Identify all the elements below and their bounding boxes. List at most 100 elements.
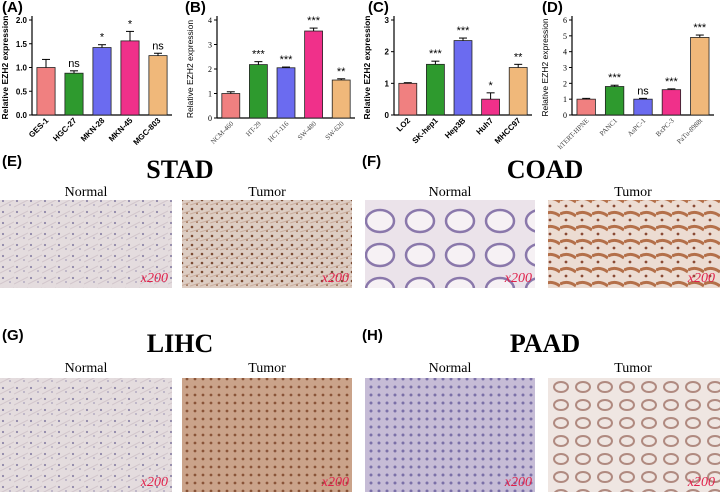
x-tick-label: HT-29	[244, 119, 263, 138]
error-bar	[610, 84, 619, 87]
y-tick-label: 1	[208, 90, 212, 99]
magnification: x200	[321, 475, 349, 490]
image-paad-normal	[365, 378, 535, 492]
bar	[36, 67, 56, 116]
magnification: x200	[504, 475, 532, 490]
panel-label: (C)	[368, 0, 389, 16]
y-tick-label: 0.0	[16, 111, 28, 120]
panel-title: STAD	[146, 155, 213, 184]
y-tick-label: 4	[208, 16, 212, 25]
significance-label: ***	[429, 48, 443, 60]
bar	[508, 67, 528, 116]
x-tick-label: LO2	[395, 116, 413, 134]
x-tick-label: GES-1	[27, 116, 51, 140]
error-bar	[431, 60, 440, 65]
panel-label: (E)	[2, 153, 22, 170]
x-tick-label: BxPC-3	[654, 116, 676, 138]
y-tick-label: 2	[563, 79, 567, 88]
significance-label: **	[337, 66, 346, 78]
image-stad-tumor	[182, 200, 352, 288]
x-tick-label: PaTu-8988t	[675, 117, 704, 146]
y-tick-label: 1.0	[16, 64, 28, 73]
x-tick-label: SW-480	[296, 119, 318, 141]
y-tick-label: 0	[563, 111, 567, 120]
image-label: Tumor	[248, 185, 286, 200]
y-tick-label: 0	[208, 114, 212, 123]
magnification: x200	[140, 271, 168, 286]
y-tick-label: 1	[563, 95, 567, 104]
significance-label: ns	[68, 58, 80, 70]
bar	[661, 89, 682, 116]
significance-label: ***	[693, 22, 707, 34]
significance-label: ***	[252, 49, 266, 61]
error-bar	[667, 88, 676, 90]
image-label: Tumor	[614, 361, 652, 376]
error-bar	[42, 58, 50, 68]
panel-title: PAAD	[510, 329, 580, 358]
y-tick-label: 3	[208, 41, 212, 50]
panel-title: COAD	[507, 155, 584, 184]
bar	[120, 40, 140, 116]
bar	[426, 63, 445, 116]
significance-label: *	[128, 18, 133, 30]
x-tick-label: hTERT-HPNE	[556, 117, 590, 151]
bar	[276, 67, 296, 119]
bar	[604, 86, 625, 116]
histology-images	[0, 200, 720, 492]
bar	[398, 82, 418, 116]
y-axis-label: Relative EZH2 expression	[185, 20, 195, 119]
y-tick-label: 2	[208, 65, 212, 74]
x-tick-label: MKN-45	[107, 116, 135, 144]
y-tick-label: 5	[563, 32, 567, 41]
y-tick-label: 0	[385, 111, 390, 120]
x-tick-label: SK-hep1	[411, 116, 441, 146]
error-bar	[254, 61, 263, 65]
x-tick-label: PANC1	[598, 116, 619, 137]
panel-title: LIHC	[147, 329, 213, 358]
magnification: x200	[687, 475, 715, 490]
significance-label: ***	[665, 76, 679, 88]
magnification: x200	[687, 271, 715, 286]
image-label: Normal	[429, 185, 472, 200]
bar	[331, 79, 351, 119]
error-bar	[309, 27, 318, 32]
image-coad-tumor	[548, 200, 720, 288]
x-tick-label: Hep3B	[443, 116, 467, 140]
error-bar	[154, 52, 162, 56]
error-bar	[486, 92, 495, 100]
image-label: Normal	[429, 361, 472, 376]
image-coad-normal	[365, 200, 535, 288]
y-tick-label: 3	[563, 64, 567, 73]
y-tick-label: 3	[385, 16, 390, 25]
panel-label: (B)	[185, 0, 206, 16]
image-label: Tumor	[614, 185, 652, 200]
panel-label: (F)	[362, 153, 381, 170]
bar	[576, 98, 596, 116]
significance-label: *	[100, 32, 105, 44]
magnification: x200	[504, 271, 532, 286]
error-bar	[282, 66, 290, 68]
image-lihc-tumor	[182, 378, 352, 492]
image-stad-normal	[0, 200, 172, 288]
x-tick-label: HGC-27	[51, 116, 78, 143]
image-label: Tumor	[248, 361, 286, 376]
significance-label: ***	[608, 72, 622, 84]
x-tick-label: SW-620	[324, 119, 346, 141]
significance-label: *	[488, 80, 493, 92]
magnification: x200	[140, 475, 168, 490]
error-bar	[98, 44, 106, 48]
significance-label: ns	[637, 85, 649, 97]
error-bar	[337, 78, 346, 81]
x-tick-label: MHCC97	[493, 116, 523, 146]
bar	[633, 98, 653, 116]
bar	[304, 30, 323, 119]
y-axis-label: Relative EZH2 expression	[540, 18, 550, 117]
y-tick-label: 0.5	[16, 87, 28, 96]
y-tick-label: 6	[563, 16, 567, 25]
x-tick-label: MGC-803	[132, 116, 163, 147]
y-tick-label: 1.5	[16, 40, 28, 49]
x-tick-label: HCT-116	[266, 119, 290, 143]
image-lihc-normal	[0, 378, 172, 492]
bar	[221, 93, 241, 119]
